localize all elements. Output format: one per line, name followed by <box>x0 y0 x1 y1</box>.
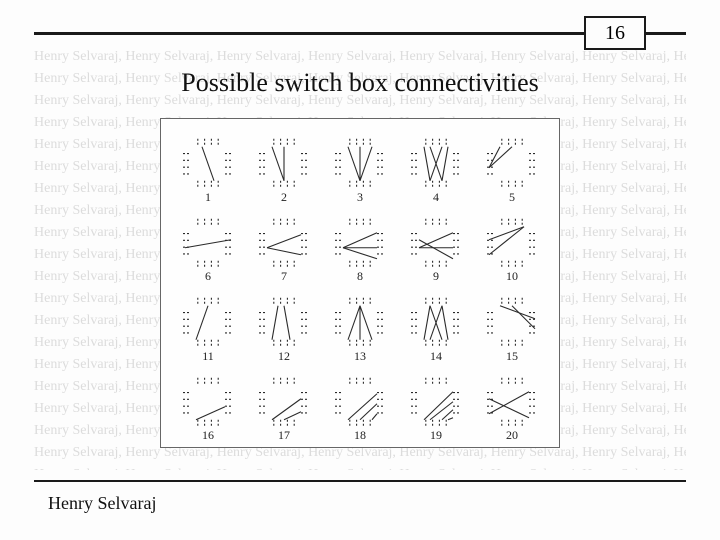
page-title: Possible switch box connectivities <box>0 68 720 98</box>
switchbox-cell: 11 <box>173 288 243 362</box>
switchbox-cell: 13 <box>325 288 395 362</box>
switchbox-grid: 1234567891011121314151617181920 <box>173 129 547 441</box>
switchbox-cell: 5 <box>477 129 547 203</box>
switchbox-cell-label: 5 <box>477 190 547 205</box>
switchbox-figure: 1234567891011121314151617181920 <box>160 118 560 448</box>
switchbox-cell: 12 <box>249 288 319 362</box>
watermark-row: Henry Selvaraj, Henry Selvaraj, Henry Se… <box>34 464 686 470</box>
switchbox-cell: 2 <box>249 129 319 203</box>
switchbox-cell: 16 <box>173 368 243 442</box>
switchbox-cell: 9 <box>401 209 471 283</box>
switchbox-cell: 10 <box>477 209 547 283</box>
switchbox-cell: 1 <box>173 129 243 203</box>
switchbox-cell-label: 7 <box>249 269 319 284</box>
switchbox-cell-label: 16 <box>173 428 243 443</box>
switchbox-cell-label: 8 <box>325 269 395 284</box>
page-number: 16 <box>605 22 625 45</box>
switchbox-cell: 18 <box>325 368 395 442</box>
switchbox-cell-label: 11 <box>173 349 243 364</box>
switchbox-cell: 3 <box>325 129 395 203</box>
switchbox-cell: 6 <box>173 209 243 283</box>
author-name: Henry Selvaraj <box>48 493 156 514</box>
switchbox-cell-label: 1 <box>173 190 243 205</box>
switchbox-cell-label: 20 <box>477 428 547 443</box>
switchbox-cell-label: 4 <box>401 190 471 205</box>
switchbox-cell: 7 <box>249 209 319 283</box>
switchbox-cell-label: 15 <box>477 349 547 364</box>
switchbox-cell-label: 12 <box>249 349 319 364</box>
switchbox-cell-label: 19 <box>401 428 471 443</box>
switchbox-cell-label: 18 <box>325 428 395 443</box>
switchbox-cell-label: 10 <box>477 269 547 284</box>
switchbox-cell-label: 13 <box>325 349 395 364</box>
switchbox-cell: 15 <box>477 288 547 362</box>
switchbox-cell-label: 9 <box>401 269 471 284</box>
switchbox-cell: 14 <box>401 288 471 362</box>
switchbox-cell-label: 14 <box>401 349 471 364</box>
switchbox-cell: 4 <box>401 129 471 203</box>
switchbox-cell: 19 <box>401 368 471 442</box>
page-number-box: 16 <box>584 16 646 50</box>
switchbox-cell-label: 2 <box>249 190 319 205</box>
switchbox-cell-label: 6 <box>173 269 243 284</box>
switchbox-cell-label: 17 <box>249 428 319 443</box>
switchbox-cell: 20 <box>477 368 547 442</box>
switchbox-cell-label: 3 <box>325 190 395 205</box>
bottom-rule <box>34 480 686 482</box>
switchbox-cell: 17 <box>249 368 319 442</box>
switchbox-cell: 8 <box>325 209 395 283</box>
